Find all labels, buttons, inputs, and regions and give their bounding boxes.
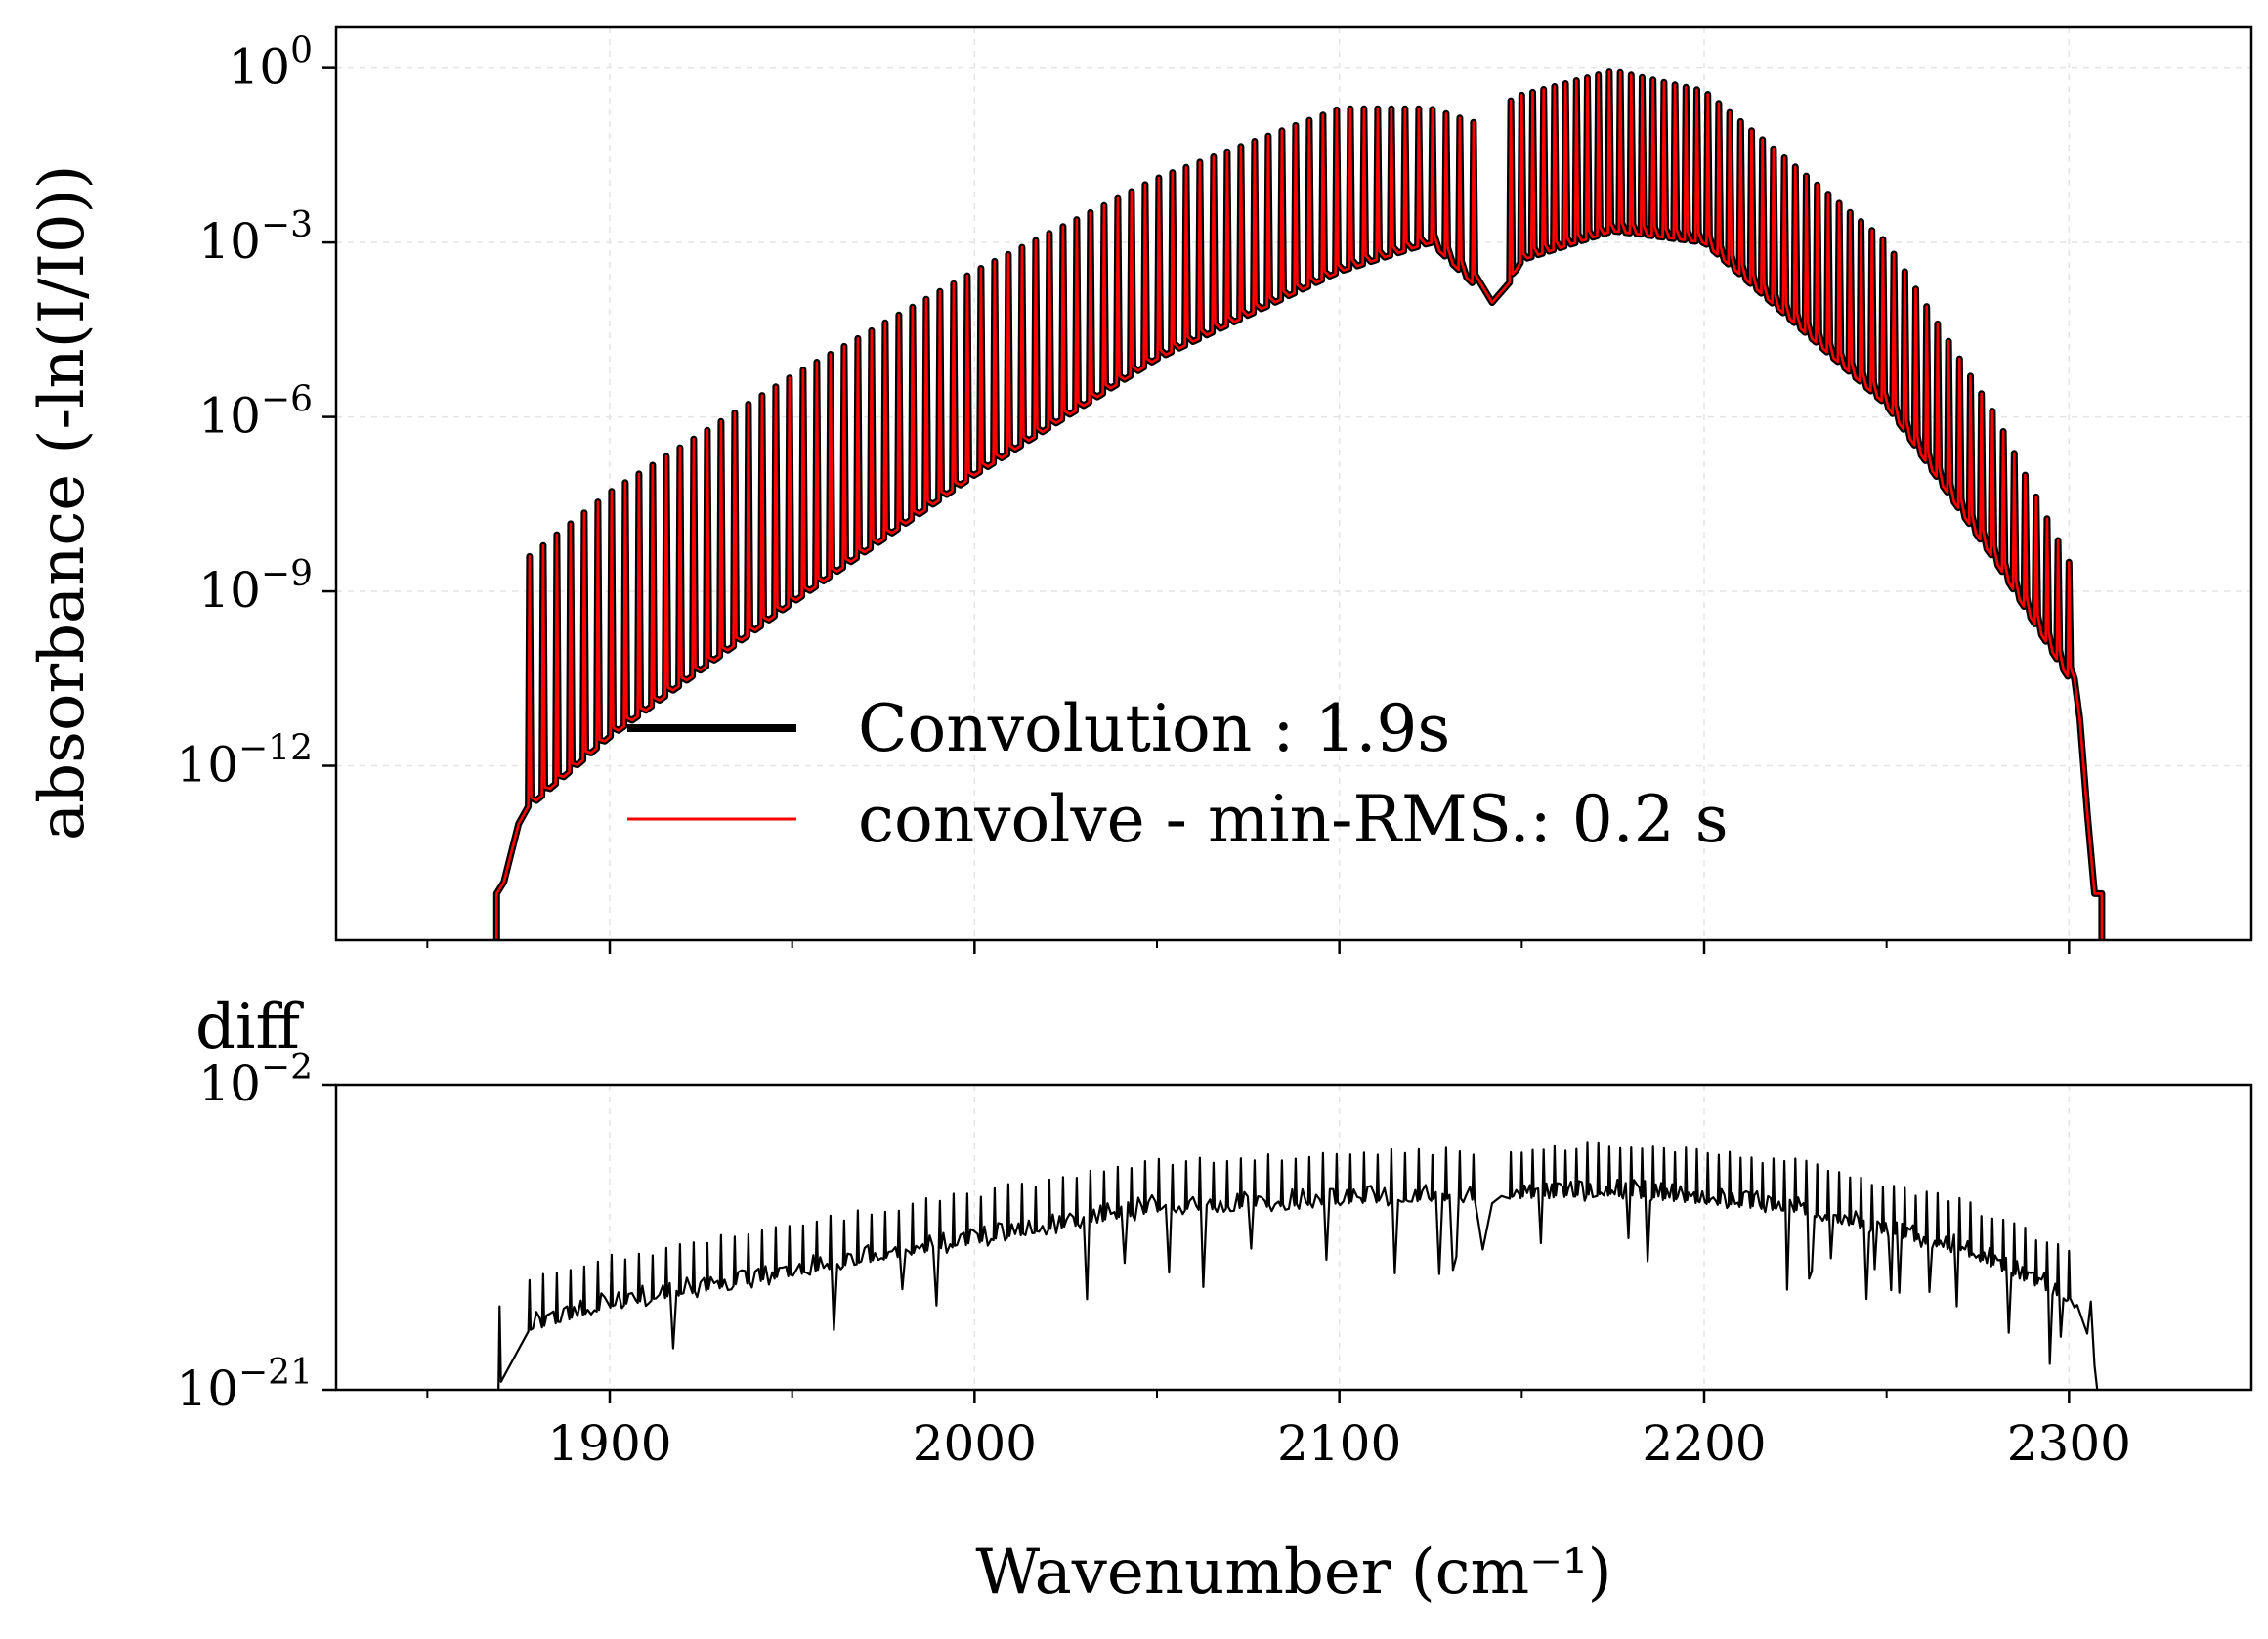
bottom-y-tick-label: 10−2 [198,1048,313,1112]
x-axis-label: Wavenumber (cm⁻¹) [975,1536,1611,1609]
top-series-group [492,68,2106,940]
top-y-tick-label: 10−3 [198,205,313,270]
top-panel: 100 10−3 10−6 10−9 10−12 Convolution : 1.9s … [176,25,2253,954]
legend-label-convolution: Convolution : 1.9s [858,691,1450,766]
bottom-panel: 10−2 10−21 1900 2000 2100 2200 2300 diff [176,991,2253,1472]
bottom-grid [336,1084,2251,1391]
bottom-y-ticks: 10−2 10−21 [176,1048,336,1417]
top-y-tick-label: 10−12 [176,729,313,794]
x-tick-label: 2100 [1277,1415,1401,1472]
bottom-y-tick-label: 10−21 [176,1353,313,1417]
top-y-tick-label: 10−6 [198,380,313,445]
x-tick-label: 2300 [2007,1415,2131,1472]
bottom-x-ticks: 1900 2000 2100 2200 2300 [426,1390,2131,1472]
bottom-series-group [497,1141,2099,1390]
legend-label-convolve: convolve - min-RMS.: 0.2 s [858,782,1729,857]
series-convolve-min-rms [495,70,2104,940]
series-diff [497,1141,2099,1390]
top-x-ticks [426,940,2071,954]
bottom-y-label: diff [195,991,304,1063]
legend: Convolution : 1.9s convolve - min-RMS.: … [627,691,1729,857]
top-y-ticks: 100 10−3 10−6 10−9 10−12 [176,31,336,794]
y-axis-label: absorbance (-ln(I/I0)) [26,164,99,841]
top-axes-frame [334,25,2253,942]
bottom-axes-frame [334,1083,2253,1392]
x-tick-label: 2200 [1642,1415,1766,1472]
x-tick-label: 2000 [913,1415,1037,1472]
top-y-tick-label: 10−9 [198,554,313,619]
top-y-tick-label: 100 [228,31,313,96]
x-tick-label: 1900 [547,1415,671,1472]
